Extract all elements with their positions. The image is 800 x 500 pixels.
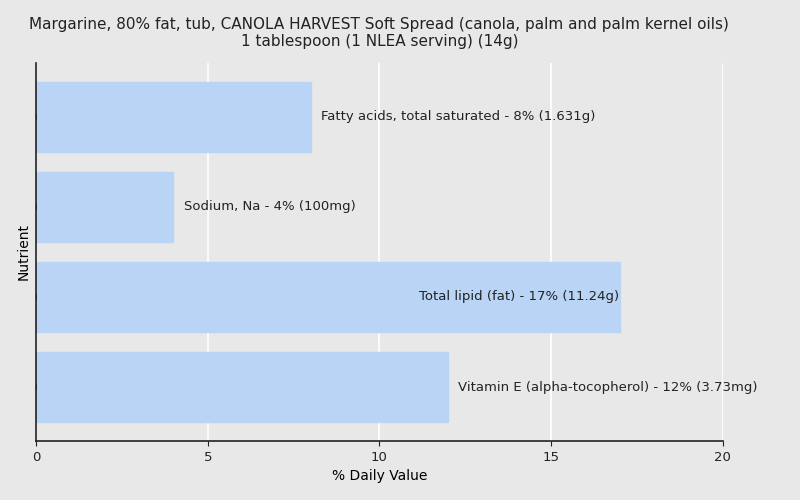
Bar <box>36 352 448 422</box>
X-axis label: % Daily Value: % Daily Value <box>332 470 427 484</box>
Text: Total lipid (fat) - 17% (11.24g): Total lipid (fat) - 17% (11.24g) <box>419 290 619 304</box>
Title: Margarine, 80% fat, tub, CANOLA HARVEST Soft Spread (canola, palm and palm kerne: Margarine, 80% fat, tub, CANOLA HARVEST … <box>30 16 730 49</box>
Bar <box>36 262 619 332</box>
Text: Vitamin E (alpha-tocopherol) - 12% (3.73mg): Vitamin E (alpha-tocopherol) - 12% (3.73… <box>458 380 758 394</box>
Text: Sodium, Na - 4% (100mg): Sodium, Na - 4% (100mg) <box>184 200 355 213</box>
Bar <box>36 82 310 152</box>
Bar <box>36 172 174 242</box>
Text: Fatty acids, total saturated - 8% (1.631g): Fatty acids, total saturated - 8% (1.631… <box>321 110 595 124</box>
Y-axis label: Nutrient: Nutrient <box>17 224 30 280</box>
